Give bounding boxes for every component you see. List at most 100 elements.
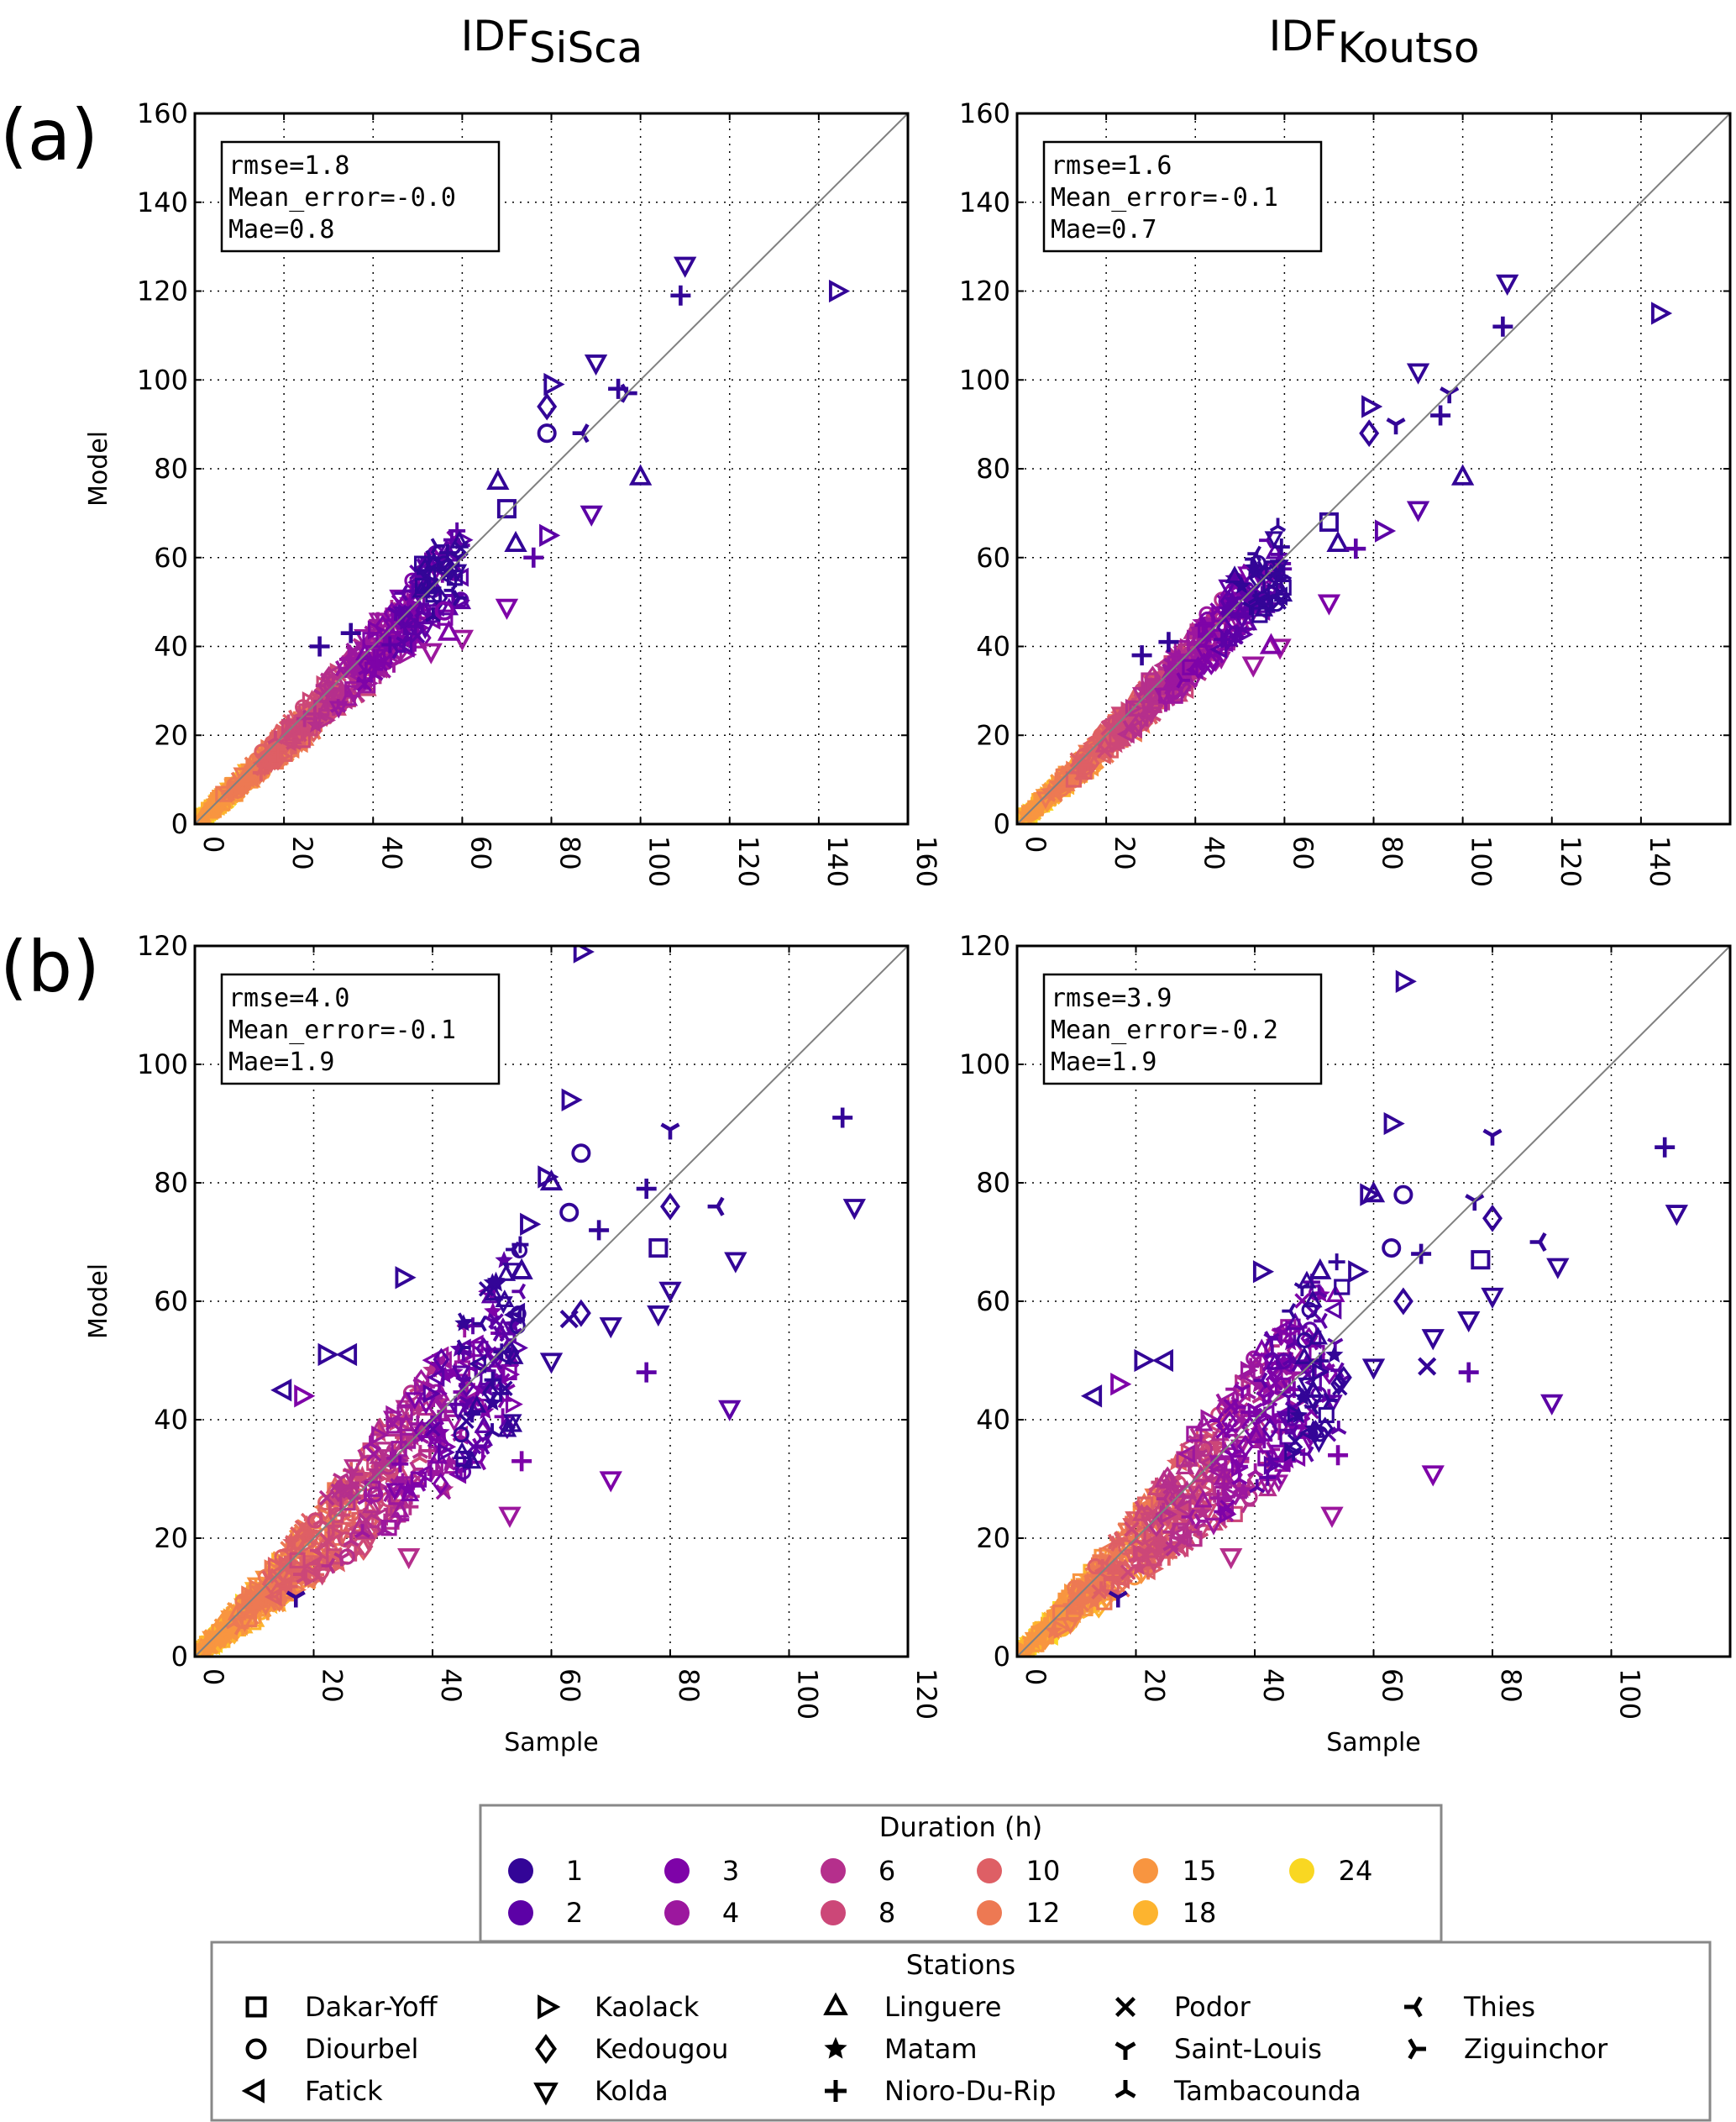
x-axis-label: Sample	[1326, 1728, 1421, 1757]
data-point	[427, 1368, 445, 1388]
data-point-outlier	[539, 1169, 564, 1191]
data-point	[1144, 695, 1158, 712]
data-point	[1263, 1455, 1282, 1475]
y-tick-label: 80	[154, 453, 188, 485]
scatter-points	[1017, 969, 1688, 1657]
data-point	[405, 1392, 425, 1410]
data-point-outlier	[1134, 1348, 1156, 1373]
x-tick-label: 80	[1377, 836, 1408, 870]
x-tick-label: 120	[1733, 1668, 1736, 1720]
data-point	[1303, 1289, 1323, 1308]
station-legend-item: Nioro-Du-Rip	[825, 2075, 1056, 2107]
data-point	[1232, 576, 1251, 594]
y-tick-label: 20	[154, 1522, 188, 1554]
data-point-outlier	[1482, 1204, 1503, 1232]
station-legend-label: Diourbel	[305, 2033, 418, 2065]
data-point	[325, 688, 345, 706]
column-title-sisca: IDFSiSca	[461, 12, 643, 72]
data-point	[484, 1423, 501, 1437]
duration-color-swatch	[664, 1900, 690, 1925]
data-point	[1173, 639, 1190, 657]
y-tick-label: 100	[959, 1048, 1010, 1080]
data-point	[1231, 1471, 1248, 1485]
data-point	[1273, 584, 1293, 602]
data-point	[1230, 1443, 1245, 1460]
data-point-outlier	[832, 1107, 853, 1128]
duration-legend-item: 4	[664, 1897, 739, 1929]
data-point-outlier	[670, 285, 691, 306]
data-point	[416, 607, 434, 628]
data-point-outlier	[1458, 1362, 1479, 1383]
x-tick-label: 80	[673, 1668, 705, 1703]
duration-legend-item: 10	[977, 1855, 1060, 1887]
data-point	[1304, 1399, 1319, 1416]
data-point	[296, 1538, 314, 1558]
data-point-outlier	[570, 1299, 591, 1327]
stats-line: Mae=1.9	[1051, 1048, 1156, 1077]
data-point	[1279, 1428, 1296, 1445]
data-point	[1303, 1394, 1324, 1412]
data-point-outlier	[537, 423, 557, 444]
data-point	[1275, 579, 1292, 596]
x-tick-label: 120	[1555, 836, 1587, 887]
data-point-outlier	[1492, 316, 1513, 337]
data-point	[1182, 659, 1198, 675]
data-point-outlier	[718, 1400, 742, 1421]
data-point	[235, 1615, 254, 1632]
data-point-outlier	[599, 1317, 622, 1339]
square-icon	[245, 1996, 267, 2018]
data-point	[244, 1609, 260, 1626]
x-tick-label: 80	[554, 836, 586, 870]
data-point-outlier	[561, 1088, 583, 1111]
data-point-outlier	[559, 1202, 580, 1222]
data-point-outlier	[1393, 1184, 1413, 1205]
data-point	[505, 1395, 523, 1415]
data-point-outlier	[573, 946, 595, 964]
y-axis-label: Model	[84, 431, 113, 507]
data-point	[365, 1446, 382, 1463]
data-point	[430, 538, 445, 554]
data-point-outlier	[1406, 501, 1430, 523]
data-point-outlier	[1361, 1181, 1386, 1203]
data-point	[262, 1572, 280, 1595]
data-point	[414, 577, 432, 594]
data-point	[1120, 1564, 1136, 1580]
duration-legend-label: 15	[1183, 1855, 1217, 1887]
data-point	[467, 1395, 487, 1413]
data-point	[409, 628, 426, 643]
row-label-a: (a)	[0, 94, 98, 176]
data-point	[384, 612, 401, 629]
data-point-outlier	[496, 499, 517, 519]
data-point	[444, 1414, 464, 1432]
data-point-outlier	[1546, 1258, 1570, 1279]
station-legend-item: Kedougou	[535, 2033, 728, 2065]
duration-color-swatch	[1133, 1900, 1158, 1925]
data-point-outlier	[1418, 1357, 1437, 1376]
y-tick-label: 100	[137, 364, 188, 396]
data-point	[358, 652, 375, 676]
tri-down-icon	[1115, 2041, 1136, 2060]
data-point	[1061, 1617, 1080, 1635]
data-point	[1143, 1526, 1162, 1546]
star-icon	[824, 2036, 847, 2059]
x-tick-label: 0	[197, 1668, 229, 1685]
data-point	[319, 1532, 336, 1549]
data-point	[497, 1419, 517, 1437]
data-point-outlier	[1471, 1250, 1491, 1270]
data-point	[418, 563, 437, 583]
data-point	[1334, 1279, 1351, 1295]
stats-box	[220, 140, 501, 253]
data-point	[1234, 1480, 1252, 1499]
x-tick-label: 20	[317, 1668, 349, 1703]
data-point	[414, 1463, 433, 1484]
duration-color-swatch	[977, 1858, 1002, 1883]
data-point	[1173, 1498, 1192, 1518]
diamond-icon	[535, 2034, 557, 2064]
tri-up-icon	[1115, 2080, 1136, 2098]
data-point-outlier	[1345, 538, 1366, 559]
station-legend-item: Kaolack	[538, 1991, 700, 2023]
data-point	[1209, 639, 1228, 659]
data-point	[357, 1490, 374, 1505]
data-point	[1272, 538, 1290, 556]
